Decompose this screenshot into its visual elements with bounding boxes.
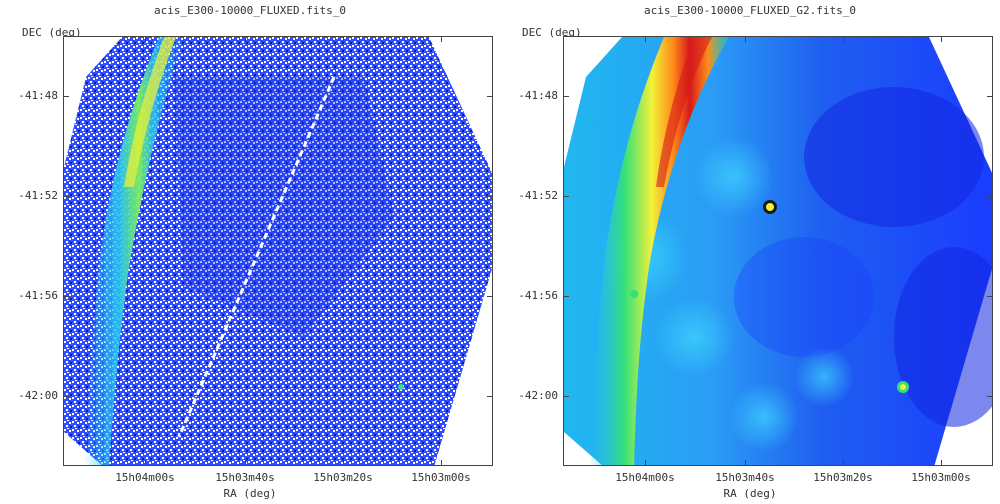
- left-ytick-mark: [487, 296, 493, 297]
- right-ytick: -41:56: [518, 289, 558, 302]
- right-xtick: 15h04m00s: [615, 471, 675, 484]
- left-chip-gap: [177, 76, 336, 438]
- left-image-plot[interactable]: [63, 36, 493, 466]
- left-y-axis-label: DEC (deg): [22, 26, 82, 39]
- left-footprint: [64, 37, 492, 465]
- left-xtick-mark: [245, 460, 246, 466]
- right-xtick-mark: [645, 460, 646, 466]
- left-xtick-mark: [145, 36, 146, 42]
- left-ytick-mark: [487, 196, 493, 197]
- right-y-axis-label: DEC (deg): [522, 26, 582, 39]
- right-xtick-mark: [645, 36, 646, 42]
- right-xtick: 15h03m40s: [715, 471, 775, 484]
- right-xtick-mark: [941, 36, 942, 42]
- right-xtick-mark: [745, 460, 746, 466]
- left-xtick: 15h03m20s: [313, 471, 373, 484]
- left-ytick-mark: [63, 196, 69, 197]
- right-ytick-mark: [563, 396, 569, 397]
- left-shock-rim: [84, 37, 184, 465]
- right-xtick-mark: [745, 36, 746, 42]
- left-ytick: -42:00: [18, 389, 58, 402]
- right-xtick-mark: [941, 460, 942, 466]
- left-image-svg: [64, 37, 492, 465]
- left-xtick-mark: [343, 460, 344, 466]
- left-xtick: 15h03m40s: [215, 471, 275, 484]
- left-xtick-mark: [145, 460, 146, 466]
- left-xtick: 15h04m00s: [115, 471, 175, 484]
- right-shock-rim: [589, 37, 729, 465]
- right-ytick-mark: [563, 196, 569, 197]
- right-ytick-mark: [987, 396, 993, 397]
- left-ytick-mark: [63, 396, 69, 397]
- right-xtick-mark: [843, 460, 844, 466]
- right-panel: acis_E300-10000_FLUXED_G2.fits_0 DEC (de…: [500, 0, 1000, 504]
- right-point-source: [630, 290, 638, 298]
- right-ytick-mark: [987, 196, 993, 197]
- left-xtick-mark: [245, 36, 246, 42]
- right-ytick: -41:52: [518, 189, 558, 202]
- right-image-plot[interactable]: [563, 36, 993, 466]
- left-panel: acis_E300-10000_FLUXED.fits_0 DEC (deg): [18, 4, 493, 500]
- left-ytick: -41:48: [18, 89, 58, 102]
- right-ytick: -42:00: [518, 389, 558, 402]
- right-xtick-mark: [843, 36, 844, 42]
- left-panel-title: acis_E300-10000_FLUXED.fits_0: [153, 4, 347, 17]
- right-x-axis-label: RA (deg): [723, 487, 777, 500]
- right-ytick-mark: [563, 296, 569, 297]
- left-xtick-mark: [441, 36, 442, 42]
- right-ytick-mark: [563, 96, 569, 97]
- right-ytick: -41:48: [518, 89, 558, 102]
- left-ytick-mark: [63, 296, 69, 297]
- left-ytick: -41:52: [18, 189, 58, 202]
- left-ytick: -41:56: [18, 289, 58, 302]
- left-ytick-mark: [487, 396, 493, 397]
- left-xtick-mark: [343, 36, 344, 42]
- right-xtick: 15h03m00s: [911, 471, 971, 484]
- left-xtick: 15h03m00s: [411, 471, 471, 484]
- left-ytick-mark: [63, 96, 69, 97]
- right-ytick-mark: [987, 96, 993, 97]
- right-panel-title: acis_E300-10000_FLUXED_G2.fits_0: [644, 4, 856, 17]
- right-image-svg: [564, 37, 992, 465]
- right-ytick-mark: [987, 296, 993, 297]
- left-x-axis-label: RA (deg): [223, 487, 277, 500]
- right-xtick: 15h03m20s: [813, 471, 873, 484]
- left-xtick-mark: [441, 460, 442, 466]
- left-ytick-mark: [487, 96, 493, 97]
- left-point-source: [398, 384, 404, 390]
